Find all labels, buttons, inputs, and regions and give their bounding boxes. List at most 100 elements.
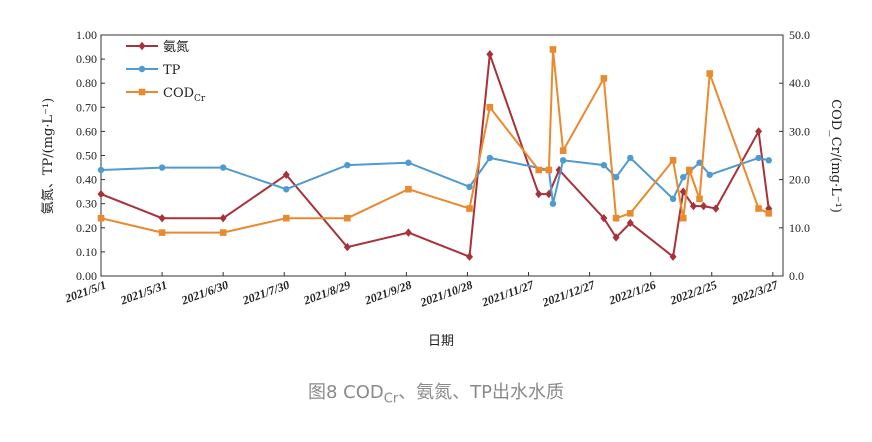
data-point — [405, 185, 412, 193]
data-point — [283, 186, 290, 193]
data-point — [535, 166, 543, 174]
left-tick-label: 0.00 — [76, 269, 97, 283]
left-y-axis: 0.00 0.10 0.20 0.30 0.40 0.50 0.60 0.70 0.80 0.90… — [76, 28, 105, 283]
series-line — [100, 49, 770, 234]
x-axis: 2021/5/1 2021/5/31 2021/6/30 2021/7/30 2021/… — [62, 272, 781, 310]
data-point — [97, 166, 105, 174]
caption-prefix: 图8 COD — [307, 382, 384, 403]
left-tick-label: 0.40 — [76, 173, 97, 187]
series-layer — [97, 46, 773, 261]
data-point — [466, 205, 473, 212]
left-y-axis-title: 氨氮、TP/(mg·L⁻¹) — [41, 98, 56, 214]
data-point — [612, 233, 620, 242]
right-tick-label: 10.0 — [789, 221, 810, 235]
data-point — [97, 189, 105, 199]
left-tick-label: 1.00 — [76, 28, 97, 42]
data-point — [486, 50, 494, 59]
data-point — [680, 173, 687, 181]
x-tick-label: 2022/2/25 — [667, 278, 718, 308]
data-point — [669, 195, 677, 203]
x-tick-label: 2022/3/27 — [728, 277, 780, 307]
x-tick-label: 2021/12/27 — [540, 277, 598, 310]
left-tick-label: 0.70 — [76, 100, 97, 114]
data-point — [755, 127, 763, 136]
left-tick-label: 0.90 — [76, 52, 97, 66]
data-point — [679, 187, 687, 196]
figure-caption: 图8 CODCr、氨氮、TP出水水质 — [0, 378, 872, 407]
data-point — [689, 201, 697, 211]
data-point — [219, 213, 227, 223]
data-point — [600, 213, 608, 223]
left-tick-label: 0.10 — [76, 245, 97, 259]
right-tick-label: 0.0 — [789, 269, 804, 283]
legend-marker — [138, 88, 146, 96]
x-tick-label: 2021/8/29 — [301, 278, 352, 308]
data-point — [535, 189, 543, 199]
left-tick-label: 0.80 — [76, 76, 97, 90]
legend-label-subscript: Cr — [194, 94, 206, 104]
data-point — [706, 70, 714, 77]
plot-border — [100, 34, 784, 277]
data-point — [696, 195, 703, 203]
data-point — [466, 183, 473, 191]
data-point — [706, 171, 713, 178]
right-tick-label: 30.0 — [789, 124, 810, 138]
x-tick-label: 2021/5/31 — [118, 278, 169, 308]
data-point — [219, 164, 227, 171]
legend: 氨氮 TP CODCr — [126, 40, 206, 104]
data-point — [559, 147, 567, 154]
x-tick-label: 2021/11/27 — [479, 277, 536, 309]
data-point — [545, 166, 553, 174]
data-point — [158, 229, 166, 236]
data-point — [344, 214, 351, 222]
x-tick-label: 2021/10/28 — [417, 278, 474, 310]
data-point — [158, 164, 166, 171]
data-point — [627, 210, 634, 217]
legend-label: CODCr — [163, 86, 206, 104]
data-point — [97, 214, 105, 222]
data-point — [549, 200, 557, 207]
left-tick-label: 0.50 — [76, 149, 97, 163]
data-point — [343, 242, 351, 252]
data-point — [700, 201, 708, 211]
left-tick-label: 0.60 — [76, 124, 97, 138]
data-point — [712, 204, 720, 213]
x-tick-label: 2022/1/26 — [606, 278, 657, 308]
x-axis-title: 日期 — [428, 334, 454, 349]
legend-marker — [138, 65, 146, 73]
right-tick-label: 50.0 — [789, 28, 810, 42]
data-point — [282, 214, 290, 222]
plot-frame — [100, 34, 784, 277]
caption-subscript: Cr — [383, 391, 399, 407]
data-point — [626, 218, 634, 228]
data-point — [158, 213, 166, 223]
x-tick-label: 2021/6/30 — [179, 278, 230, 308]
data-point — [612, 214, 620, 222]
data-point — [282, 170, 290, 179]
data-point — [486, 104, 494, 111]
data-point — [765, 157, 772, 164]
data-point — [549, 46, 557, 53]
right-tick-label: 40.0 — [789, 76, 810, 90]
right-y-axis-title: COD_Cr/(mg·L⁻¹) — [828, 99, 843, 213]
data-point — [755, 205, 762, 212]
series-line — [100, 156, 769, 204]
data-point — [669, 252, 677, 261]
series-2 — [97, 46, 773, 236]
data-point — [765, 210, 773, 217]
series-0 — [97, 50, 773, 261]
x-tick-label: 2021/9/28 — [362, 278, 413, 308]
legend-label: 氨氮 — [163, 40, 189, 55]
legend-marker — [138, 41, 146, 51]
data-point — [612, 173, 620, 181]
series-line — [100, 53, 770, 259]
right-y-axis: 0.0 10.0 20.0 30.0 40.0 50.0 — [779, 28, 810, 283]
data-point — [559, 157, 567, 164]
data-point — [600, 161, 608, 169]
data-point — [686, 166, 693, 174]
right-tick-label: 20.0 — [789, 173, 810, 187]
x-tick-label: 2021/7/30 — [240, 278, 291, 308]
data-point — [344, 161, 351, 169]
data-point — [669, 157, 677, 164]
data-point — [486, 154, 494, 162]
